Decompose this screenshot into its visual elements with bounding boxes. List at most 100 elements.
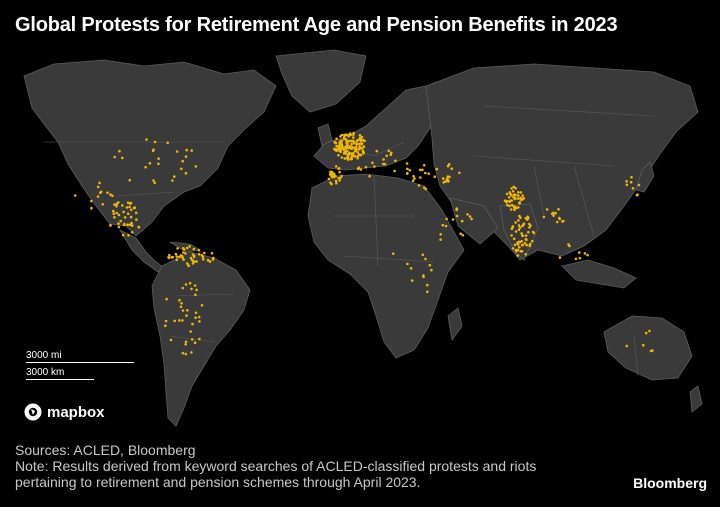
protest-dot (121, 156, 124, 160)
protest-dot (558, 256, 562, 259)
protest-dot (182, 247, 185, 250)
protest-dot (334, 165, 338, 168)
protest-dot (510, 194, 513, 197)
protest-dot (362, 138, 365, 142)
protest-dot (625, 183, 629, 187)
protest-dot (333, 147, 336, 151)
protest-dot (145, 138, 148, 141)
protest-dot (524, 234, 528, 237)
protest-dot (459, 232, 463, 235)
protest-dot (171, 179, 174, 182)
protest-dot (190, 287, 193, 291)
protest-dot (334, 174, 337, 178)
protest-dot (181, 256, 184, 259)
protest-dot (418, 168, 422, 172)
protest-dot (344, 151, 347, 155)
protest-dot (137, 226, 141, 229)
protest-dot (112, 209, 115, 213)
protest-dot (117, 213, 121, 217)
protest-dot (190, 338, 194, 341)
protest-dot (382, 158, 385, 161)
protest-dot (520, 250, 524, 253)
sources-text: Sources: ACLED, Bloomberg (15, 442, 196, 458)
protest-dot (173, 319, 176, 323)
mapbox-logo[interactable]: mapbox (24, 403, 105, 421)
scale-km-bar (26, 379, 94, 380)
protest-dot (208, 260, 212, 263)
southeast-asia-islands (561, 259, 637, 289)
chart-title: Global Protests for Retirement Age and P… (15, 14, 618, 36)
protest-dot (113, 155, 116, 159)
protest-dot (511, 247, 515, 250)
scale-miles-bar (26, 362, 134, 363)
greenland-land (275, 49, 367, 113)
protest-dot (184, 252, 187, 255)
protest-dot (567, 243, 570, 246)
protest-dot (118, 149, 121, 153)
protest-dot (132, 206, 136, 210)
protest-dot (352, 133, 355, 136)
protest-dot (350, 142, 353, 146)
protest-dot (101, 203, 104, 206)
protest-dot (113, 203, 116, 206)
protest-dot (157, 162, 160, 166)
protest-dot (345, 149, 349, 153)
protest-dot (181, 351, 185, 355)
protest-dot (115, 204, 118, 208)
protest-dot (517, 191, 520, 194)
protest-dot (340, 156, 344, 159)
protest-dot (422, 164, 426, 167)
protest-dot (337, 147, 340, 151)
protest-dot (561, 220, 564, 223)
protest-dot (558, 217, 561, 221)
protest-dot (164, 324, 167, 328)
protest-dot (166, 141, 169, 145)
protest-dot (466, 213, 469, 216)
protest-dot (178, 298, 181, 302)
protest-dot (190, 149, 193, 152)
protest-dot (642, 343, 645, 347)
protest-dot (198, 320, 201, 323)
protest-dot (519, 216, 522, 219)
protest-dot (130, 221, 133, 225)
scale-km-label: 3000 km (26, 367, 65, 378)
protest-dot (516, 248, 520, 252)
arabia-land (449, 197, 499, 245)
protest-dot (424, 257, 427, 261)
protest-dot (505, 201, 508, 204)
protest-dot (96, 185, 100, 189)
protest-dot (344, 146, 348, 149)
protest-dot (405, 162, 409, 165)
protest-dot (444, 224, 448, 228)
protest-dot (112, 212, 116, 215)
protest-dot (512, 195, 515, 199)
protest-dot (516, 243, 520, 246)
protest-dot (394, 159, 397, 163)
world-map[interactable] (14, 46, 706, 435)
protest-dot (148, 162, 152, 165)
protest-dot (175, 150, 179, 153)
protest-dot (135, 218, 138, 221)
protest-dot (339, 147, 343, 151)
protest-dot (347, 152, 350, 156)
protest-dot (127, 234, 130, 237)
protest-dot (128, 223, 132, 227)
protest-dot (98, 181, 101, 185)
protest-dot (430, 268, 433, 272)
japan-land (635, 161, 655, 193)
protest-dot (375, 149, 379, 153)
protest-dot (419, 176, 422, 179)
protest-dot (406, 167, 409, 171)
protest-dot (648, 329, 651, 333)
note-line-1: Note: Results derived from keyword searc… (15, 458, 537, 474)
protest-dot (185, 314, 188, 317)
protest-dot (121, 233, 125, 237)
protest-dot (381, 162, 385, 166)
protest-dot (193, 284, 197, 287)
protest-dot (360, 142, 364, 145)
protest-dot (201, 257, 205, 261)
protest-dot (329, 170, 332, 174)
protest-dot (195, 260, 198, 263)
protest-dot (338, 179, 341, 182)
protest-dot (188, 245, 191, 248)
